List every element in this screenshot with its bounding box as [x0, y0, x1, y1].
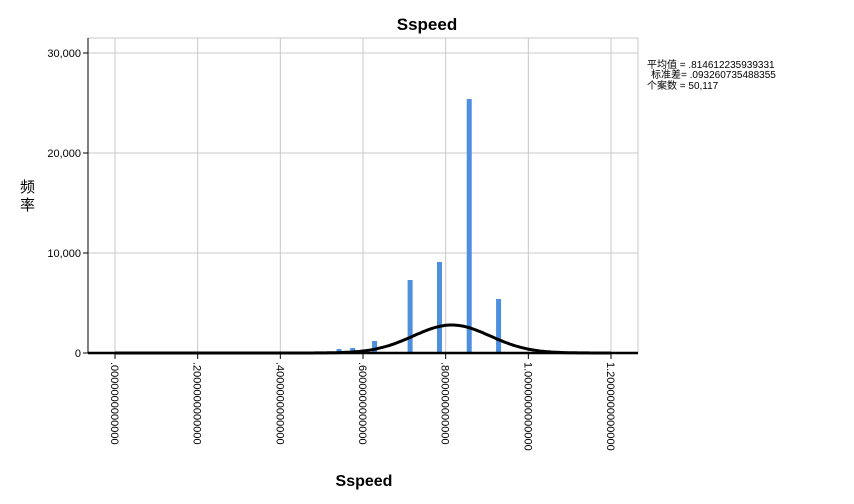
y-tick-label: 20,000 [47, 148, 81, 160]
stats-mean: 平均值 = .814612235939331 [647, 58, 775, 71]
bar-layer [317, 99, 502, 354]
grid-layer [87, 37, 639, 354]
y-tick-label: 0 [75, 348, 81, 360]
x-tick-label: .0000000000000 [108, 362, 120, 445]
axis-layer: .0000000000000 .2000000000000 .40000000000… [47, 38, 638, 451]
histogram-bar [407, 280, 413, 353]
x-tick-label: 1.2000000000000 [604, 362, 616, 451]
x-tick-label: 1.0000000000000 [521, 362, 533, 451]
y-axis-title: 频 率 [20, 178, 40, 214]
histogram-bar [496, 299, 502, 353]
x-tick-label: .8000000000000 [439, 362, 451, 445]
chart-title: Sspeed [397, 15, 457, 34]
histogram-bar [466, 99, 472, 353]
stats-box: 平均值 = .814612235939331 标准差= .09326073548… [647, 58, 776, 92]
histogram-bar [436, 262, 442, 353]
y-axis-title-char-1: 频 [20, 178, 35, 196]
x-tick-label: .2000000000000 [191, 362, 203, 445]
x-tick-label: .4000000000000 [273, 362, 285, 445]
y-tick-label: 30,000 [47, 48, 81, 60]
stats-n: 个案数 = 50,117 [647, 79, 719, 92]
x-axis-title: Sspeed [336, 473, 393, 490]
histogram-bar [372, 341, 378, 353]
stats-std: 标准差= .093260735488355 [651, 68, 776, 81]
y-tick-label: 10,000 [47, 248, 81, 260]
x-tick-label: .6000000000000 [356, 362, 368, 445]
y-axis-title-char-2: 率 [20, 196, 35, 214]
histogram-bar [336, 349, 342, 353]
